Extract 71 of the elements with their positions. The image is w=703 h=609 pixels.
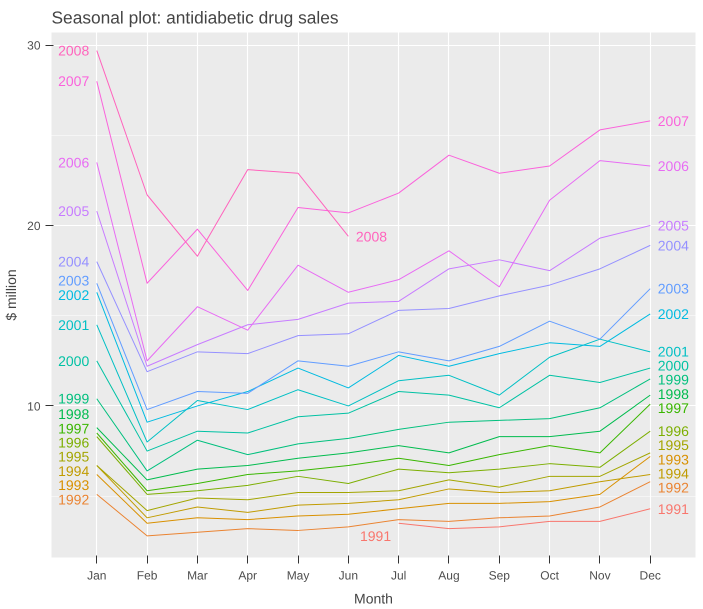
series-label: 1997 [58, 420, 90, 436]
series-label: 2008 [58, 42, 90, 59]
y-tick-label: 20 [27, 219, 41, 234]
text: 1991 [360, 528, 392, 544]
series-label: 2001 [58, 316, 90, 333]
series-label: 2006 [58, 154, 90, 170]
series-label: 1998 [658, 386, 690, 402]
series-label: 1994 [658, 466, 690, 482]
line-series [96, 50, 349, 257]
y-axis-title: $ million [3, 269, 20, 321]
series-label: 2000 [58, 352, 90, 369]
chart-title: Seasonal plot: antidiabetic drug sales [52, 8, 339, 28]
text: 1997 [658, 400, 689, 416]
text: 1995 [58, 448, 90, 465]
y-tick-label: 30 [27, 38, 41, 53]
line-series [96, 160, 651, 362]
text: 1996 [58, 434, 90, 451]
series-label: 2005 [58, 203, 90, 220]
series-label: 2002 [658, 306, 690, 322]
series-label: 1991 [658, 500, 690, 517]
x-tick-label: Jan [87, 568, 106, 582]
line-series [96, 80, 651, 291]
x-tick-label: Apr [238, 568, 258, 582]
line-series [398, 508, 651, 530]
series-label: 1999 [58, 390, 90, 407]
x-tick-label: Oct [540, 568, 560, 582]
series-label: 2003 [658, 280, 690, 297]
text: 2007 [658, 112, 689, 129]
line-series [96, 430, 651, 495]
line-series [96, 244, 651, 372]
text: 2000 [658, 357, 689, 374]
x-axis-title: Month [354, 590, 393, 606]
text: 1998 [58, 406, 90, 422]
x-tick-label: Jul [390, 568, 406, 582]
line-series [96, 360, 651, 452]
series-label: 2007 [58, 73, 90, 90]
line-series [96, 404, 651, 492]
line-series [96, 324, 651, 443]
y-tick-label: 10 [27, 399, 41, 414]
x-tick-label: Aug [438, 568, 460, 582]
text: 2002 [58, 286, 90, 303]
x-tick-label: Feb [136, 568, 158, 582]
line-series [96, 292, 651, 423]
x-tick-label: Nov [589, 568, 611, 582]
text: 2008 [356, 228, 388, 244]
text: 1993 [658, 451, 689, 468]
series-label: 1992 [658, 480, 690, 496]
line-series [96, 378, 651, 472]
x-tick-label: Dec [640, 568, 661, 582]
x-tick-label: May [286, 568, 310, 582]
series-label: 1993 [58, 477, 90, 494]
line-series [96, 456, 651, 524]
text: 1999 [658, 372, 689, 388]
line-series [96, 282, 651, 410]
x-tick-label: Sep [488, 568, 510, 582]
series-label: 2004 [58, 254, 90, 270]
x-tick-label: Jun [338, 568, 358, 582]
text: 2004 [658, 237, 689, 254]
text: 2006 [658, 158, 689, 174]
series-label: 1995 [658, 437, 690, 454]
line-series [96, 452, 651, 512]
line-series [96, 464, 651, 518]
x-tick-label: Mar [187, 568, 208, 582]
text: 1992 [58, 491, 90, 508]
text: 2001 [658, 343, 689, 360]
text: 1994 [58, 462, 90, 479]
text: 2003 [58, 272, 90, 289]
text: 2005 [658, 218, 689, 234]
line-series [96, 210, 651, 367]
line-series [96, 394, 651, 480]
series-label: 1996 [658, 423, 690, 440]
